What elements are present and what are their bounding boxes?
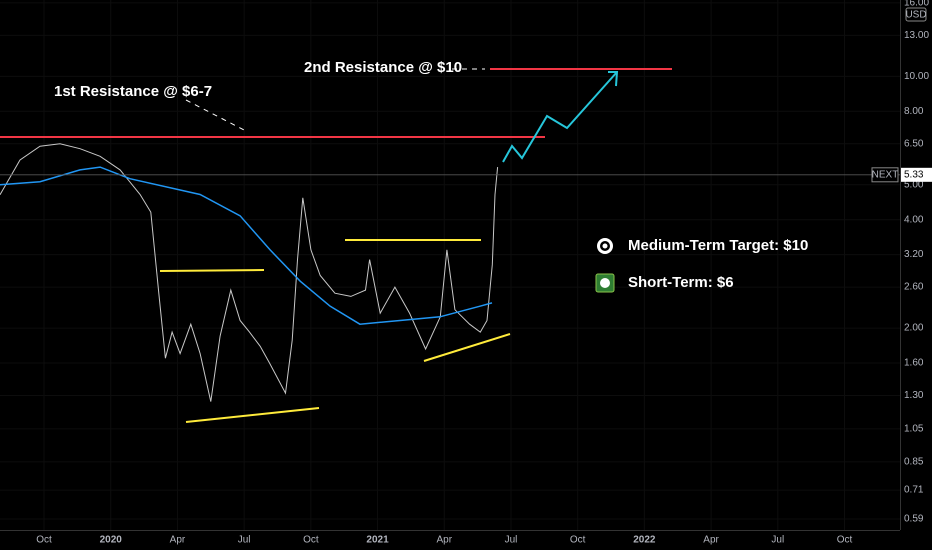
x-tick-label: Apr — [170, 535, 186, 546]
y-tick-label: 10.00 — [904, 71, 929, 82]
arrow-head — [608, 71, 619, 87]
x-tick-label: Apr — [436, 535, 452, 546]
x-tick-label: Oct — [36, 535, 52, 546]
annotation: 1st Resistance @ $6-7 — [54, 83, 212, 100]
y-tick-label: 13.00 — [904, 30, 929, 41]
y-tick-label: 1.05 — [904, 424, 924, 435]
symbol-box — [871, 167, 899, 183]
trend-line — [185, 407, 320, 423]
x-tick-label: 2021 — [366, 535, 389, 546]
y-tick-label: 1.60 — [904, 358, 924, 369]
projection-arrow — [502, 71, 618, 163]
price-line — [0, 166, 493, 325]
y-tick-label: 4.00 — [904, 214, 924, 225]
y-tick-label: 2.60 — [904, 282, 924, 293]
last-price-label: 5.33 — [904, 169, 924, 180]
price-line — [0, 143, 499, 402]
x-tick-label: Jul — [771, 535, 784, 546]
trend-line — [423, 333, 511, 362]
y-tick-label: 0.71 — [904, 485, 924, 496]
symbol-label: NEXT — [872, 169, 899, 180]
pointer-line — [185, 99, 245, 131]
money-icon — [600, 278, 610, 288]
target-icon — [602, 243, 608, 249]
y-tick-label: 2.00 — [904, 323, 924, 334]
y-tick-label: 0.85 — [904, 457, 924, 468]
plot-area — [0, 0, 900, 530]
x-tick-label: 2020 — [100, 535, 123, 546]
x-tick-label: Apr — [703, 535, 719, 546]
y-tick-label: 3.20 — [904, 249, 924, 260]
y-tick-label: 16.00 — [904, 0, 929, 9]
currency-box — [905, 7, 927, 22]
y-tick-label: 0.59 — [904, 514, 924, 525]
x-tick-label: Jul — [505, 535, 518, 546]
x-tick-label: Oct — [570, 535, 586, 546]
trend-line — [159, 269, 265, 272]
x-tick-label: Jul — [238, 535, 251, 546]
x-tick-label: Oct — [303, 535, 319, 546]
y-tick-label: 6.50 — [904, 138, 924, 149]
legend-text: Short-Term: $6 — [628, 274, 734, 291]
x-tick-label: Oct — [837, 535, 853, 546]
y-tick-label: 5.00 — [904, 179, 924, 190]
price-box — [901, 167, 932, 182]
y-tick-label: 8.00 — [904, 106, 924, 117]
currency-label: USD — [905, 10, 926, 21]
y-tick-label: 1.30 — [904, 390, 924, 401]
x-tick-label: 2022 — [633, 535, 656, 546]
annotation: 2nd Resistance @ $10 — [304, 59, 462, 76]
legend-text: Medium-Term Target: $10 — [628, 237, 808, 254]
